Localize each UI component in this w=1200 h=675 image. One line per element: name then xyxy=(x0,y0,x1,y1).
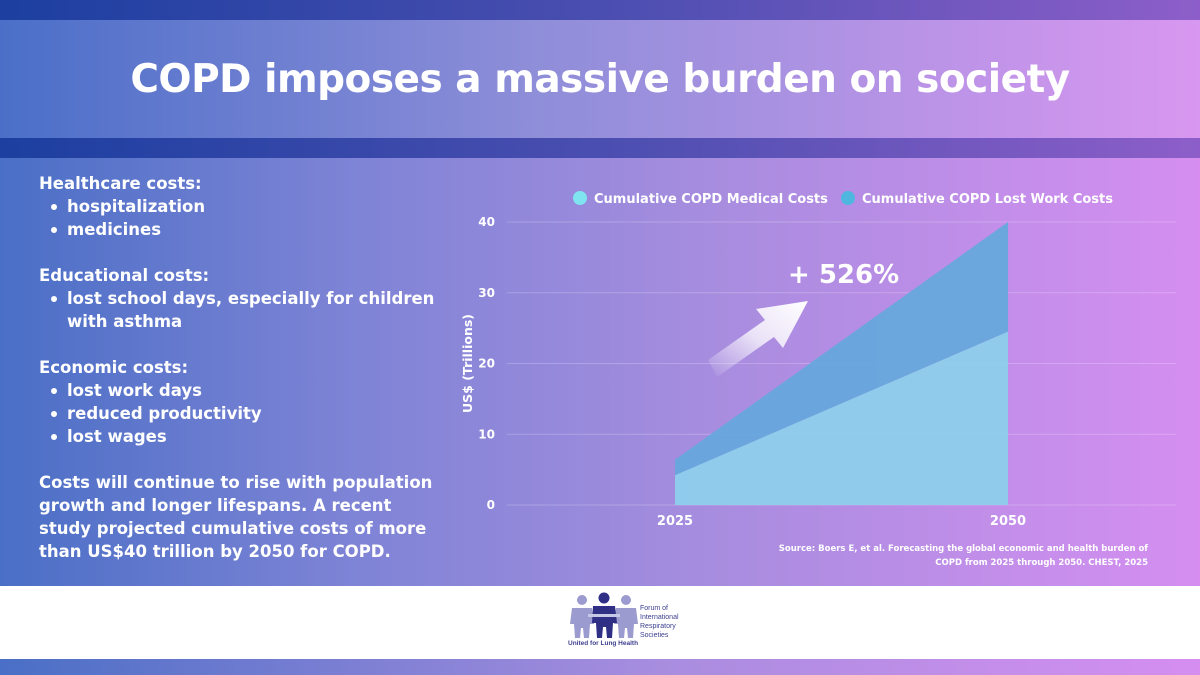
bullet-item: medicines xyxy=(39,218,439,241)
growth-annotation: + 526% xyxy=(788,260,899,290)
y-tick-label: 20 xyxy=(478,357,495,371)
source-citation: Source: Boers E, et al. Forecasting the … xyxy=(728,542,1148,570)
y-tick-label: 10 xyxy=(478,427,495,441)
y-tick-label: 30 xyxy=(478,286,495,300)
section-heading: Economic costs: xyxy=(39,356,439,379)
section-healthcare: Healthcare costs: hospitalization medici… xyxy=(39,172,439,241)
source-line: COPD from 2025 through 2050. CHEST, 2025 xyxy=(728,556,1148,570)
y-axis-label: US$ (Trillions) xyxy=(460,314,475,413)
bullet-item: lost work days xyxy=(39,379,439,402)
logo-line: Respiratory xyxy=(640,622,679,631)
growth-arrow-icon xyxy=(708,301,808,377)
bullet-item: lost wages xyxy=(39,425,439,448)
logo-line: Societies xyxy=(640,631,679,640)
logo-tagline: United for Lung Health xyxy=(568,640,638,647)
cost-list: Healthcare costs: hospitalization medici… xyxy=(39,172,439,563)
logo-line: Forum of xyxy=(640,604,679,613)
source-line: Source: Boers E, et al. Forecasting the … xyxy=(728,542,1148,556)
legend-label: Cumulative COPD Medical Costs xyxy=(594,192,828,207)
bullet-item: lost school days, especially for childre… xyxy=(39,287,439,333)
logo-org-name: Forum of International Respiratory Socie… xyxy=(640,604,679,640)
y-tick-label: 40 xyxy=(478,215,495,229)
bullet-list: lost work days reduced productivity lost… xyxy=(39,379,439,448)
x-tick-label: 2025 xyxy=(657,514,693,529)
y-tick-label: 0 xyxy=(487,498,495,512)
bullet-item: reduced productivity xyxy=(39,402,439,425)
section-economic: Economic costs: lost work days reduced p… xyxy=(39,356,439,448)
bullet-list: lost school days, especially for childre… xyxy=(39,287,439,333)
bullet-item: hospitalization xyxy=(39,195,439,218)
people-icon xyxy=(568,592,640,640)
legend-label: Cumulative COPD Lost Work Costs xyxy=(862,192,1113,207)
cost-area-chart: 0 10 20 30 40 US$ (Trillions) 2025 2050 Cumulati… xyxy=(440,170,1180,540)
legend-dot xyxy=(841,191,855,205)
x-tick-label: 2050 xyxy=(990,514,1026,529)
section-heading: Educational costs: xyxy=(39,264,439,287)
legend-dot xyxy=(573,191,587,205)
bottom-accent-band xyxy=(0,659,1200,675)
title-banner: COPD imposes a massive burden on society xyxy=(0,20,1200,138)
conclusion-text: Costs will continue to rise with populat… xyxy=(39,471,439,563)
logo-line: International xyxy=(640,613,679,622)
section-heading: Healthcare costs: xyxy=(39,172,439,195)
firs-logo: Forum of International Respiratory Socie… xyxy=(568,592,708,654)
bullet-list: hospitalization medicines xyxy=(39,195,439,241)
divider-band xyxy=(0,138,1200,158)
section-educational: Educational costs: lost school days, esp… xyxy=(39,264,439,333)
page-title: COPD imposes a massive burden on society xyxy=(130,57,1069,102)
top-accent-band xyxy=(0,0,1200,20)
